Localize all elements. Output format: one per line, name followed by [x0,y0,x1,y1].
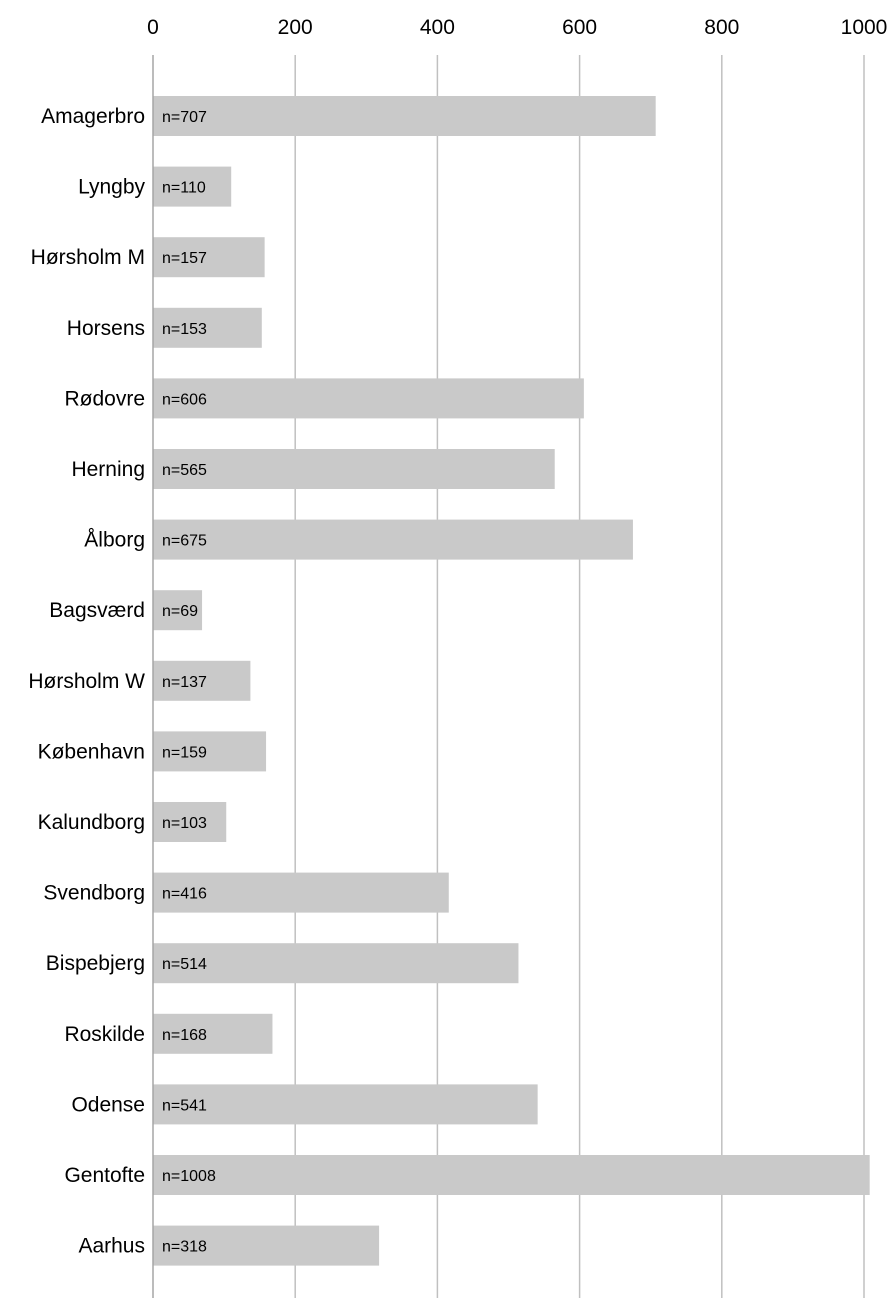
category-label-5: Herning [71,458,145,481]
bar-4 [153,378,584,419]
data-label-15: n=1008 [162,1168,216,1185]
category-label-8: Hørsholm W [28,670,145,693]
data-label-3: n=153 [162,321,207,338]
x-tick-label-200: 200 [278,16,313,39]
data-label-12: n=514 [162,956,207,973]
data-label-0: n=707 [162,109,207,126]
bar-15 [153,1155,870,1195]
category-label-14: Odense [71,1093,145,1116]
data-label-13: n=168 [162,1027,207,1044]
bar-13 [153,1013,273,1054]
bar-9 [153,731,267,772]
data-label-14: n=541 [162,1097,207,1114]
data-label-6: n=675 [162,533,207,550]
bar-7 [153,590,203,631]
bar-14 [153,1084,538,1125]
bar-11 [153,872,449,913]
category-label-1: Lyngby [78,176,145,199]
bar-16 [153,1225,380,1266]
data-label-9: n=159 [162,744,207,761]
category-label-12: Bispebjerg [46,952,145,975]
category-labels: Amagerbro Lyngby Hørsholm M Horsens Rødovre H… [28,105,145,1258]
data-labels: n=707 n=110 n=157 n=153 n=606 n=565 n=675 n=69 n… [162,109,216,1256]
data-label-1: n=110 [162,180,206,197]
data-label-16: n=318 [162,1239,207,1256]
bar-5 [153,449,555,489]
x-tick-label-1000: 1000 [841,16,888,39]
category-label-11: Svendborg [43,882,145,905]
data-label-2: n=157 [162,250,207,267]
category-label-7: Bagsværd [49,599,145,622]
bar-10 [153,802,227,842]
bar-2 [153,237,265,278]
x-tick-label-600: 600 [562,16,597,39]
category-label-16: Aarhus [78,1235,145,1258]
data-label-5: n=565 [162,462,207,479]
category-label-9: København [38,740,145,763]
category-label-13: Roskilde [64,1023,145,1046]
bar-6 [153,519,633,560]
x-tick-labels: 0 200 400 600 800 1000 [147,16,887,39]
category-label-2: Hørsholm M [31,246,145,269]
bar-8 [153,660,251,701]
data-label-8: n=137 [162,674,207,691]
data-label-10: n=103 [162,815,207,832]
category-label-0: Amagerbro [41,105,145,128]
bar-1 [153,166,232,207]
data-label-7: n=69 [162,603,198,620]
category-label-15: Gentofte [64,1164,145,1187]
data-label-11: n=416 [162,886,207,903]
bars [153,96,870,1266]
x-tick-label-800: 800 [704,16,739,39]
bar-12 [153,943,519,984]
bar-3 [153,307,262,348]
category-label-6: Ålborg [84,529,145,552]
category-label-4: Rødovre [64,387,145,410]
bar-0 [153,96,656,136]
x-tick-label-400: 400 [420,16,455,39]
x-tick-label-0: 0 [147,16,159,39]
data-label-4: n=606 [162,391,207,408]
category-label-3: Horsens [67,317,145,340]
category-label-10: Kalundborg [38,811,145,834]
